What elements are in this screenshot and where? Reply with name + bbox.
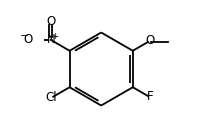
Text: O: O: [145, 34, 154, 47]
Text: +: +: [52, 32, 59, 41]
Text: −: −: [20, 31, 29, 41]
Text: O: O: [23, 33, 32, 46]
Text: F: F: [147, 90, 153, 103]
Text: N: N: [46, 33, 55, 46]
Text: O: O: [46, 15, 56, 28]
Text: Cl: Cl: [45, 91, 56, 104]
